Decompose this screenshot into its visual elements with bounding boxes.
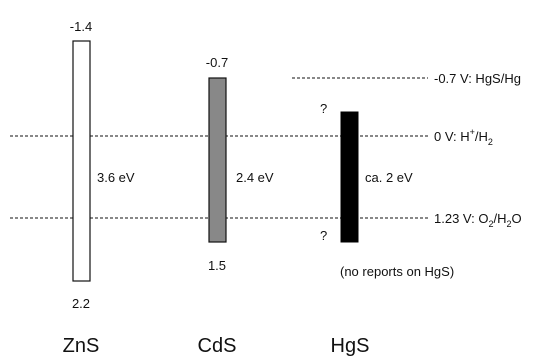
label-o2-h2o: 1.23 V: O2/H2O xyxy=(434,211,522,229)
zns-name: ZnS xyxy=(63,335,100,357)
cds-band xyxy=(208,77,227,243)
hgs-vb-value: ? xyxy=(320,228,327,243)
hgs-note: (no reports on HgS) xyxy=(340,264,454,279)
cds-cb-value: -0.7 xyxy=(206,55,228,70)
zns-cb-value: -1.4 xyxy=(70,19,92,34)
label-hgs-hg: -0.7 V: HgS/Hg xyxy=(434,71,521,86)
hgs-cb-value: ? xyxy=(320,101,327,116)
hgs-name: HgS xyxy=(331,335,370,357)
zns-vb-value: 2.2 xyxy=(72,296,90,311)
label-h-h2: 0 V: H+/H2 xyxy=(434,127,493,147)
cds-name: CdS xyxy=(198,335,237,357)
hgs-gap: ca. 2 eV xyxy=(365,170,413,185)
zns-band xyxy=(72,40,91,282)
zns-gap: 3.6 eV xyxy=(97,170,135,185)
cds-gap: 2.4 eV xyxy=(236,170,274,185)
cds-vb-value: 1.5 xyxy=(208,258,226,273)
hgs-band xyxy=(340,111,359,243)
